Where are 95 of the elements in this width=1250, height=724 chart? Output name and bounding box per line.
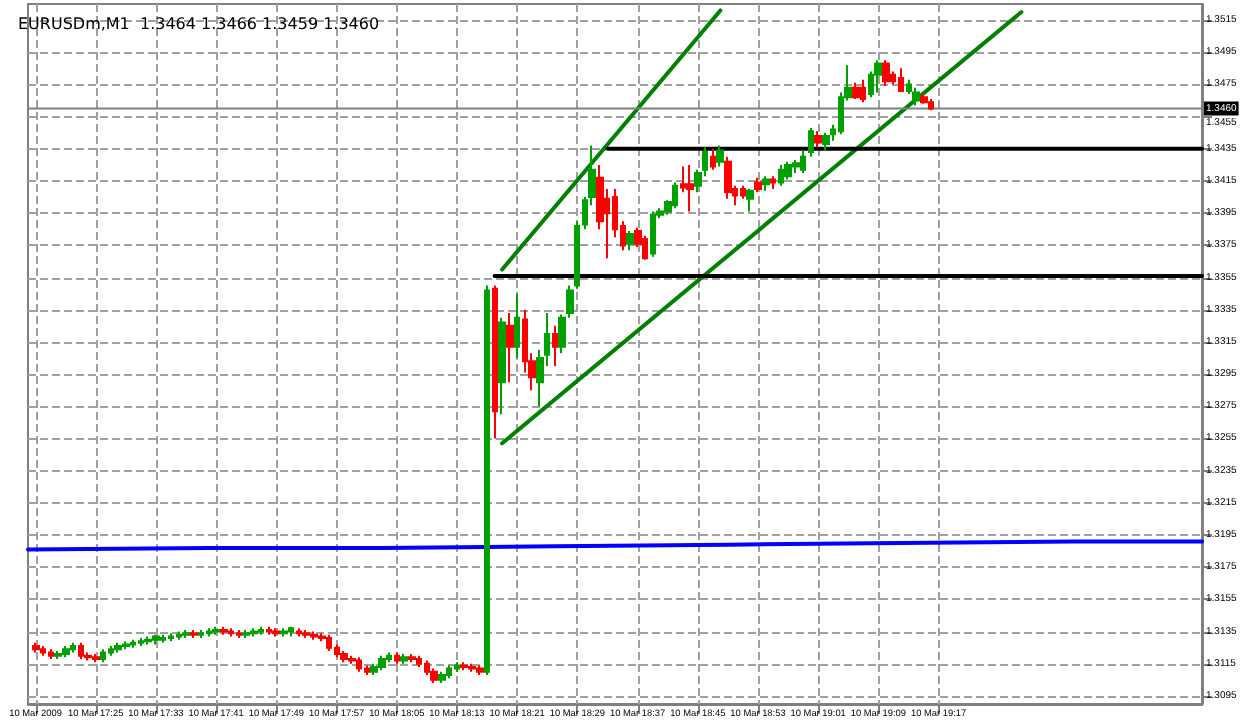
candlestick [348, 654, 356, 665]
candlestick [424, 659, 430, 677]
candlestick [514, 292, 520, 360]
candlestick [454, 661, 460, 673]
candlestick [912, 86, 920, 107]
candlestick [114, 641, 122, 654]
candlestick [318, 632, 326, 643]
candlestick [334, 643, 340, 659]
candlestick [408, 653, 416, 664]
candlestick [672, 181, 678, 210]
candlestick [626, 229, 634, 252]
candlestick [716, 144, 724, 168]
candlestick [48, 648, 54, 660]
candlestick [506, 311, 514, 384]
candlestick [400, 653, 408, 665]
candlestick [860, 78, 866, 104]
candlestick [152, 633, 160, 646]
candlestick [574, 220, 580, 290]
candlestick [484, 284, 490, 677]
candlestick [808, 126, 814, 158]
candlestick [160, 633, 166, 644]
candlestick [302, 628, 310, 640]
candlestick [198, 628, 204, 640]
candlestick [770, 175, 776, 191]
candlestick [416, 654, 422, 668]
candlestick [898, 67, 904, 92]
candlestick [138, 637, 144, 648]
candlestick [236, 628, 242, 640]
candlestick [84, 651, 92, 662]
candlestick [822, 131, 830, 152]
candlestick [852, 81, 860, 100]
candlestick [206, 627, 212, 638]
candlestick [62, 645, 70, 659]
candlestick [370, 662, 378, 677]
candlestick [740, 184, 746, 200]
candlestick [430, 667, 438, 685]
candlestick [288, 625, 294, 638]
candlestick [492, 284, 498, 440]
candlestick [280, 627, 288, 638]
candlestick [882, 59, 890, 88]
candlestick [800, 149, 806, 174]
candlestick [778, 163, 784, 187]
candlestick [78, 641, 84, 660]
candlestick [220, 625, 228, 636]
candlestick [710, 147, 716, 171]
candlestick [144, 635, 152, 646]
candlestick [498, 316, 506, 416]
candlestick [340, 649, 348, 664]
candlestick [874, 59, 882, 94]
candlestick [394, 651, 400, 665]
candlestick [108, 645, 114, 657]
text: EURUSDm,M1 1.3464 1.3466 1.3459 1.3460 [18, 15, 380, 33]
candlestick [356, 656, 362, 673]
candlestick [746, 188, 754, 213]
candlestick [168, 632, 174, 643]
candlestick [814, 130, 822, 149]
candlestick [122, 640, 130, 651]
candlestick [272, 627, 280, 638]
candlestick [54, 649, 62, 660]
candlestick [130, 638, 136, 649]
candlestick [762, 175, 770, 192]
candlestick [724, 155, 732, 200]
candlestick [438, 670, 446, 685]
candlestick [468, 662, 476, 673]
candlestick [460, 661, 468, 672]
candlestick [266, 625, 272, 636]
candlestick [190, 628, 198, 640]
candlestick [446, 664, 452, 680]
candlestick [176, 630, 182, 641]
candlestick [92, 653, 100, 664]
candlestick [212, 625, 220, 636]
candlestick [642, 234, 648, 261]
candlestick [258, 625, 264, 636]
candlestick [326, 633, 332, 652]
candlestick [40, 645, 46, 657]
candlestick [378, 654, 386, 672]
candlestick [70, 641, 76, 654]
candlestick [310, 630, 318, 641]
candlestick [100, 648, 106, 664]
candlestick [250, 627, 258, 638]
candlestick [32, 641, 40, 654]
candlestick [784, 160, 792, 181]
candlestick [182, 628, 190, 640]
candlestick [650, 210, 656, 258]
candlestick [228, 627, 234, 638]
candlestick [242, 628, 250, 640]
candlestick [364, 664, 370, 677]
candlestick [296, 627, 302, 638]
candlestick [686, 163, 694, 213]
candlestick [754, 176, 762, 194]
candlestick [552, 324, 558, 368]
candlestick [476, 664, 484, 677]
candlestick [928, 97, 934, 112]
candlestick [386, 651, 392, 664]
candlestick [920, 93, 928, 105]
